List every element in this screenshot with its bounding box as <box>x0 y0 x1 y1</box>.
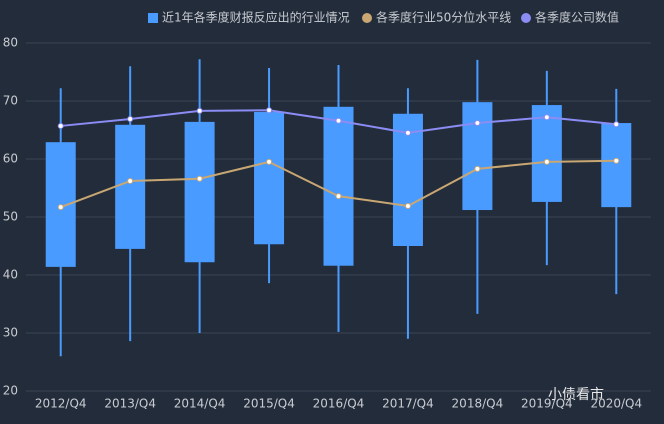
point <box>266 158 273 165</box>
point <box>474 165 481 172</box>
point <box>404 202 411 209</box>
y-tick-label: 60 <box>3 152 18 166</box>
point <box>57 122 64 129</box>
point <box>196 175 203 182</box>
legend-label: 近1年各季度财报反应出的行业情况 <box>162 10 350 25</box>
box <box>254 112 285 245</box>
point <box>127 178 134 185</box>
point <box>543 114 550 121</box>
y-tick-label: 20 <box>3 384 18 398</box>
x-tick-label: 2015/Q4 <box>243 397 295 411</box>
box <box>184 121 215 263</box>
x-tick-label: 2014/Q4 <box>174 397 226 411</box>
point <box>335 193 342 200</box>
y-tick-label: 80 <box>3 36 18 50</box>
point <box>613 157 620 164</box>
point <box>543 158 550 165</box>
point <box>613 121 620 128</box>
point <box>266 107 273 114</box>
x-tick-label: 2012/Q4 <box>35 397 87 411</box>
box <box>462 102 493 211</box>
y-tick-label: 70 <box>3 94 18 108</box>
point <box>127 115 134 122</box>
point <box>335 117 342 124</box>
legend-icon <box>362 13 372 23</box>
x-tick-label: 2016/Q4 <box>313 397 365 411</box>
box <box>531 105 562 202</box>
box <box>323 106 354 266</box>
y-tick-label: 30 <box>3 326 18 340</box>
x-tick-label: 2020/Q4 <box>590 397 642 411</box>
point <box>474 120 481 127</box>
box <box>115 124 146 249</box>
x-tick-label: 2019/Q4 <box>521 397 573 411</box>
x-tick-label: 2018/Q4 <box>452 397 504 411</box>
y-tick-label: 40 <box>3 268 18 282</box>
point <box>196 107 203 114</box>
legend-icon <box>148 13 158 23</box>
legend-icon <box>521 13 531 23</box>
box <box>601 123 632 208</box>
y-tick-label: 50 <box>3 210 18 224</box>
point <box>57 204 64 211</box>
watermark: 小债看市 <box>548 386 604 403</box>
point <box>404 129 411 136</box>
legend-label: 各季度公司数值 <box>535 10 619 25</box>
x-tick-label: 2017/Q4 <box>382 397 434 411</box>
x-tick-label: 2013/Q4 <box>104 397 156 411</box>
legend-label: 各季度行业50分位水平线 <box>376 10 511 25</box>
